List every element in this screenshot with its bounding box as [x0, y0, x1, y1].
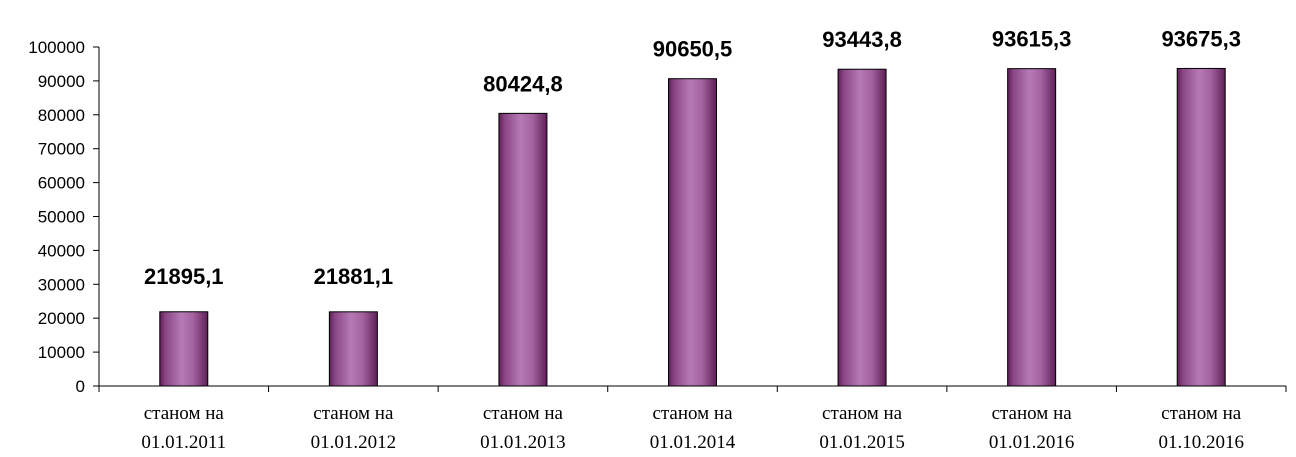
x-category-label: 01.01.2014	[650, 432, 736, 453]
bar	[1176, 67, 1226, 387]
y-tick-label: 30000	[38, 275, 85, 294]
y-tick-label: 20000	[38, 309, 85, 328]
data-label: 93675,3	[1161, 26, 1241, 51]
y-tick-label: 100000	[28, 38, 85, 57]
y-tick-label: 60000	[38, 174, 85, 193]
y-tick-label: 50000	[38, 208, 85, 227]
x-category-label: 01.01.2013	[480, 432, 566, 453]
y-tick-label: 90000	[38, 72, 85, 91]
data-label: 21881,1	[314, 264, 394, 289]
x-category-label: станом на	[483, 403, 564, 424]
axes: 0 10000 20000 30000 40000 50000 60000 70000 8000…	[28, 38, 1287, 396]
x-category-label: станом на	[144, 403, 225, 424]
bar	[668, 78, 717, 387]
bar	[1007, 68, 1057, 387]
x-category-label: станом на	[822, 403, 903, 424]
y-tick-label: 40000	[38, 241, 85, 260]
data-label: 93443,8	[822, 27, 902, 52]
x-category-label: станом на	[992, 403, 1073, 424]
x-category-label: станом на	[313, 403, 394, 424]
y-tick-label: 80000	[38, 106, 85, 125]
bar	[837, 68, 887, 387]
x-category-label: 01.01.2012	[311, 432, 397, 453]
data-label: 80424,8	[483, 71, 563, 96]
bars	[159, 67, 1226, 387]
x-category-label: станом на	[652, 403, 733, 424]
x-category-label: 01.10.2016	[1158, 432, 1244, 453]
x-category-label: 01.01.2011	[141, 432, 226, 453]
x-category-label: 01.01.2016	[989, 432, 1075, 453]
x-category-label: 01.01.2015	[819, 432, 905, 453]
data-label: 93615,3	[992, 27, 1072, 52]
data-label: 21895,1	[144, 264, 224, 289]
data-label: 90650,5	[653, 37, 733, 62]
bar	[328, 311, 378, 387]
bar	[159, 311, 209, 387]
y-tick-label: 10000	[38, 343, 85, 362]
y-tick-label: 0	[76, 377, 85, 396]
x-category-label: станом на	[1161, 403, 1242, 424]
y-tick-label: 70000	[38, 140, 85, 159]
bar	[498, 112, 548, 387]
labels: 21895,1 станом на 01.01.2011 21881,1 станом …	[141, 26, 1244, 453]
